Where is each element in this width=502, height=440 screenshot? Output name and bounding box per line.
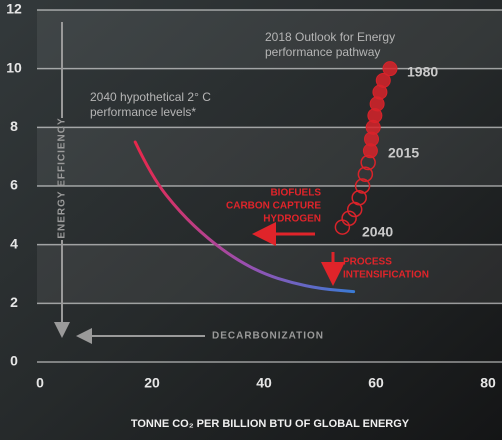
y-tick-label: 8	[10, 118, 18, 134]
annotation: performance levels*	[90, 105, 196, 119]
annotation: CARBON CAPTURE	[226, 201, 321, 212]
curve	[133, 140, 356, 294]
point-label: 2040	[362, 224, 393, 240]
point-label: 2015	[388, 145, 419, 161]
y-tick-label: 0	[10, 353, 18, 369]
x-tick-label: 40	[256, 375, 272, 391]
band	[37, 127, 502, 186]
annotation: BIOFUELS	[270, 188, 321, 199]
point-label: 1980	[407, 64, 438, 80]
x-tick-label: 60	[368, 375, 384, 391]
y-tick-label: 6	[10, 177, 18, 193]
x-arrow-label: DECARBONIZATION	[212, 331, 324, 342]
y-tick-label: 2	[10, 294, 18, 310]
annotation: INTENSIFICATION	[343, 270, 429, 281]
point	[357, 166, 374, 183]
x-tick-label: 80	[480, 375, 496, 391]
x-axis-label: TONNE CO₂ PER BILLION BTU OF GLOBAL ENER…	[131, 418, 410, 430]
y-arrow-label: ENERGY EFFICIENCY	[57, 117, 68, 238]
point	[334, 219, 351, 235]
point	[382, 61, 398, 77]
annotation: HYDROGEN	[263, 214, 321, 225]
annotation: 2018 Outlook for Energy	[265, 30, 395, 44]
x-tick-label: 20	[144, 375, 160, 391]
annotation: 2040 hypothetical 2° C	[90, 90, 211, 104]
y-tick-label: 10	[6, 59, 22, 75]
point	[346, 201, 363, 218]
x-tick-label: 0	[36, 375, 44, 391]
y-tick-label: 4	[10, 235, 18, 251]
point	[362, 143, 378, 159]
band	[37, 10, 502, 69]
annotation: performance pathway	[265, 45, 380, 59]
y-tick-label: 12	[6, 1, 22, 17]
point	[360, 154, 376, 171]
annotation: PROCESS	[343, 257, 392, 268]
point	[354, 178, 371, 194]
